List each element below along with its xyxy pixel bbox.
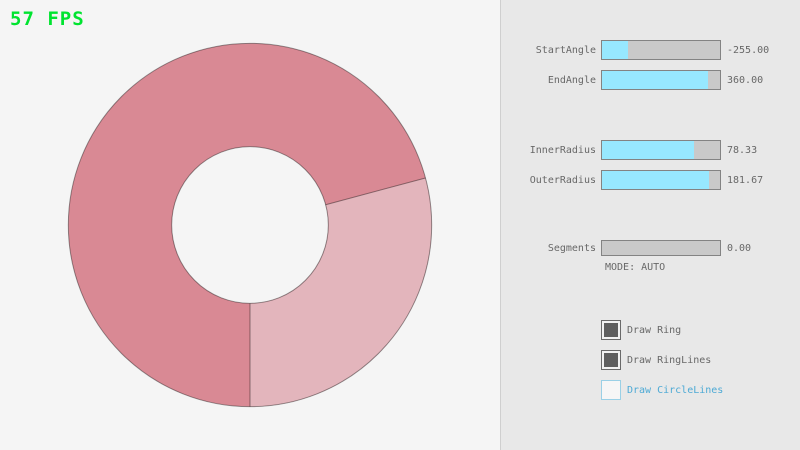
checkbox-label: Draw CircleLines <box>627 384 724 396</box>
checkbox-box[interactable] <box>601 380 621 400</box>
slider-track[interactable] <box>601 70 721 90</box>
fps-counter: 57 FPS <box>10 8 85 30</box>
slider-value: -255.00 <box>727 44 770 56</box>
slider-inner-radius: InnerRadius 78.33 <box>501 140 800 160</box>
slider-value: 78.33 <box>727 144 758 156</box>
slider-track[interactable] <box>601 240 721 256</box>
slider-label: InnerRadius <box>529 144 596 156</box>
slider-label: StartAngle <box>535 44 596 56</box>
slider-label: Segments <box>547 242 596 254</box>
slider-segments: Segments 0.00 <box>501 240 800 256</box>
slider-value: 360.00 <box>727 74 764 86</box>
ring-canvas <box>67 42 433 408</box>
checkbox-draw-circlelines: Draw CircleLines <box>601 380 791 400</box>
ring-outline-outer <box>67 42 433 408</box>
slider-start-angle: StartAngle -255.00 <box>501 40 800 60</box>
slider-fill <box>602 141 695 159</box>
checkbox-label: Draw Ring <box>627 324 682 336</box>
checkbox-label: Draw RingLines <box>627 354 712 366</box>
checkbox-box[interactable] <box>601 320 621 340</box>
ring-outline-inner <box>171 146 329 304</box>
slider-fill <box>602 41 628 59</box>
checkbox-box[interactable] <box>601 350 621 370</box>
slider-track[interactable] <box>601 40 721 60</box>
slider-fill <box>602 171 710 189</box>
ring-radial-line-ene <box>325 177 426 206</box>
slider-outer-radius: OuterRadius 181.67 <box>501 170 800 190</box>
control-panel: StartAngle -255.00 EndAngle 360.00 Inner… <box>500 0 800 450</box>
slider-label: OuterRadius <box>529 174 596 186</box>
segments-mode-text: MODE: AUTO <box>605 262 666 273</box>
slider-end-angle: EndAngle 360.00 <box>501 70 800 90</box>
slider-track[interactable] <box>601 170 721 190</box>
slider-value: 181.67 <box>727 174 764 186</box>
slider-fill <box>602 71 709 89</box>
slider-value: 0.00 <box>727 242 752 254</box>
checkbox-draw-ringlines: Draw RingLines <box>601 350 791 370</box>
slider-track[interactable] <box>601 140 721 160</box>
checkbox-draw-ring: Draw Ring <box>601 320 791 340</box>
ring-sector-light <box>250 177 432 407</box>
slider-label: EndAngle <box>547 74 596 86</box>
